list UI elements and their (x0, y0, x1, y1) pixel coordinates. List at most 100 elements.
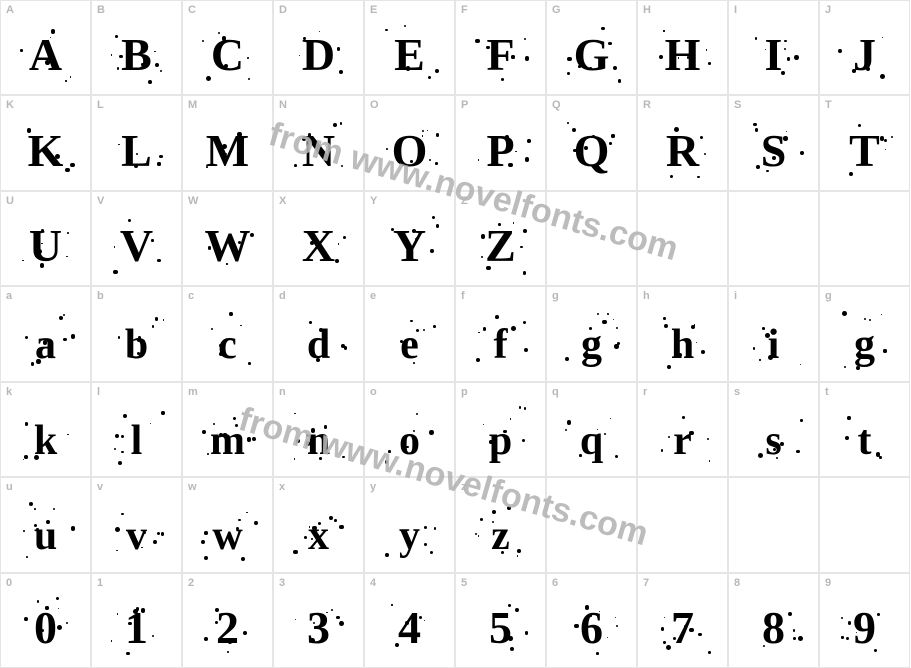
ink-splatter (435, 162, 438, 165)
cell-label: 6 (552, 577, 558, 589)
ink-splatter (207, 453, 209, 455)
ink-splatter (116, 550, 118, 552)
ink-splatter (691, 325, 695, 329)
ink-splatter (489, 440, 493, 444)
ink-splatter (410, 160, 413, 163)
cell-label: q (552, 386, 559, 398)
cell-label: I (734, 4, 737, 16)
ink-splatter (24, 455, 28, 459)
ink-splatter (475, 39, 480, 44)
glyph: 8 (762, 605, 785, 651)
ink-splatter (515, 151, 517, 153)
glyph-cell: 55 (455, 573, 546, 668)
ink-splatter (589, 67, 591, 69)
ink-splatter (519, 406, 522, 409)
glyph: q (580, 420, 603, 462)
ink-splatter (424, 526, 427, 529)
ink-splatter (243, 631, 247, 635)
ink-splatter (151, 239, 153, 241)
glyph: Z (485, 223, 516, 269)
cell-label: 9 (825, 577, 831, 589)
glyph: W (205, 223, 251, 269)
glyph-cell: NN (273, 95, 364, 190)
ink-splatter (247, 437, 252, 442)
ink-splatter (412, 229, 416, 233)
ink-splatter (661, 449, 664, 452)
ink-splatter (515, 608, 519, 612)
ink-splatter (891, 136, 894, 139)
ink-splatter (161, 411, 164, 414)
glyph-cell: oo (364, 382, 455, 477)
ink-splatter (800, 151, 804, 155)
ink-splatter (229, 312, 233, 316)
ink-splatter (565, 357, 569, 361)
glyph-cell: 66 (546, 573, 637, 668)
ink-splatter (150, 423, 151, 424)
ink-splatter (202, 40, 204, 42)
glyph-cell: qq (546, 382, 637, 477)
cell-label: e (370, 290, 376, 302)
ink-splatter (419, 616, 423, 620)
ink-splatter (29, 502, 33, 506)
glyph-cell: 99 (819, 573, 910, 668)
ink-splatter (313, 235, 315, 237)
glyph: U (29, 223, 62, 269)
ink-splatter (343, 236, 346, 239)
ink-splatter (755, 128, 758, 131)
ink-splatter (708, 62, 711, 65)
ink-splatter (520, 246, 522, 248)
ink-splatter (513, 222, 514, 223)
cell-label: u (6, 481, 13, 493)
ink-splatter (663, 30, 664, 31)
glyph-cell: dd (273, 286, 364, 381)
glyph: J (853, 32, 876, 78)
ink-splatter (613, 319, 615, 321)
ink-splatter (478, 159, 479, 160)
glyph-cell: VV (91, 191, 182, 286)
glyph-cell: YY (364, 191, 455, 286)
ink-splatter (45, 606, 48, 609)
cell-label: J (825, 4, 831, 16)
ink-splatter (669, 66, 672, 69)
ink-splatter (869, 53, 871, 55)
ink-splatter (483, 424, 484, 425)
ink-splatter (306, 441, 310, 445)
ink-splatter (23, 459, 24, 460)
ink-splatter (793, 637, 796, 640)
glyph: f (494, 324, 508, 366)
glyph-cell: mm (182, 382, 273, 477)
cell-label: 1 (97, 577, 103, 589)
ink-splatter (339, 525, 344, 530)
ink-splatter (579, 454, 582, 457)
ink-splatter (609, 142, 612, 145)
ink-splatter (66, 622, 68, 624)
glyph: m (210, 420, 245, 462)
glyph: A (29, 32, 62, 78)
ink-splatter (303, 37, 306, 40)
ink-splatter (335, 259, 339, 263)
ink-splatter (708, 651, 711, 654)
ink-splatter (434, 527, 437, 530)
ink-splatter (846, 637, 849, 640)
ink-splatter (386, 148, 388, 150)
cell-label: U (6, 195, 14, 207)
cell-label: z (461, 481, 467, 493)
ink-splatter (225, 153, 227, 155)
ink-splatter (128, 622, 131, 625)
glyph-cell: FF (455, 0, 546, 95)
ink-splatter (507, 506, 511, 510)
ink-splatter (123, 414, 127, 418)
ink-splatter (25, 336, 28, 339)
ink-splatter (324, 425, 327, 428)
ink-splatter (114, 246, 116, 248)
glyph: B (121, 32, 152, 78)
ink-splatter (391, 228, 394, 231)
cell-label: P (461, 99, 468, 111)
ink-splatter (141, 63, 144, 66)
ink-splatter (333, 123, 338, 128)
cell-label: f (461, 290, 465, 302)
ink-splatter (326, 612, 328, 614)
cell-label: n (279, 386, 286, 398)
cell-label: V (97, 195, 104, 207)
ink-splatter (572, 128, 576, 132)
